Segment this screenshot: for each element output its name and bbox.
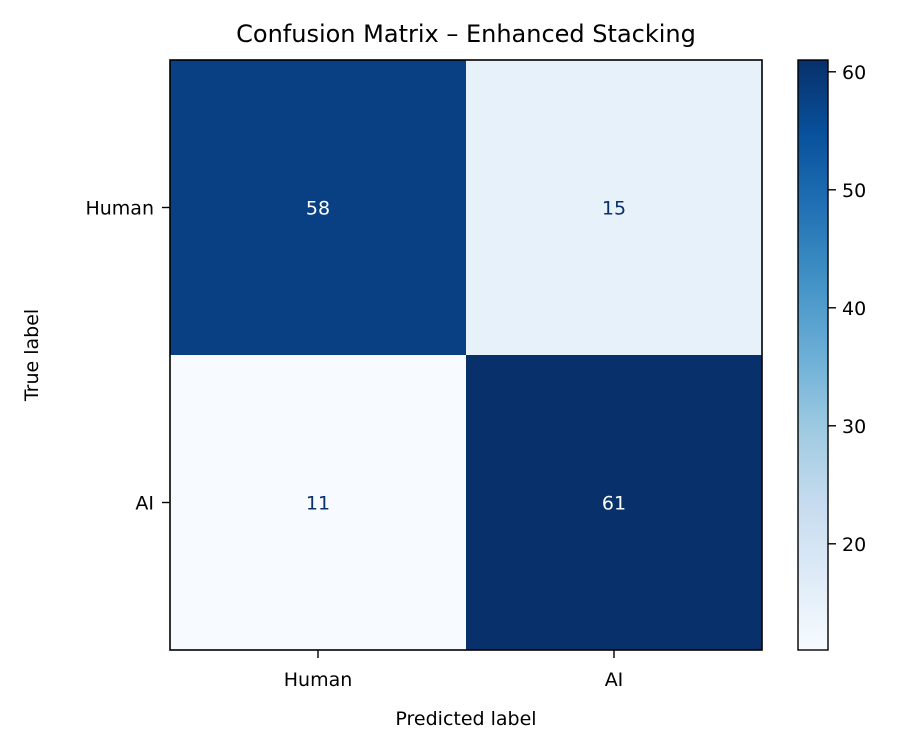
cell-value-label: 61: [602, 493, 626, 515]
matrix-cell: [170, 355, 466, 650]
y-tick-label: AI: [135, 493, 154, 515]
chart-title: Confusion Matrix – Enhanced Stacking: [236, 20, 696, 48]
colorbar-tick-label: 50: [842, 180, 866, 202]
y-axis-label: True label: [21, 309, 43, 402]
colorbar-tick-label: 40: [842, 298, 866, 320]
colorbar-ticks: 20 30 40 50 60: [828, 62, 866, 556]
colorbar-tick-label: 20: [842, 534, 866, 556]
x-tick-label: Human: [284, 669, 353, 691]
matrix-cell: [466, 355, 762, 650]
matrix-cell: [170, 60, 466, 355]
x-axis-label: Predicted label: [395, 708, 536, 730]
y-tick-label: Human: [85, 198, 154, 220]
matrix-cells: [170, 60, 762, 650]
cell-value-label: 11: [306, 493, 330, 515]
colorbar-tick-label: 30: [842, 416, 866, 438]
x-tick-label: AI: [605, 669, 624, 691]
colorbar-tick-label: 60: [842, 62, 866, 84]
matrix-cell: [466, 60, 762, 355]
x-axis-ticks: Human AI: [284, 650, 624, 691]
matrix-frame: [169, 59, 763, 651]
cell-value-labels: 58 15 11 61: [306, 198, 626, 515]
y-axis-ticks: Human AI: [85, 198, 170, 515]
colorbar: [797, 59, 829, 651]
cell-value-label: 58: [306, 198, 330, 220]
cell-value-label: 15: [602, 198, 626, 220]
